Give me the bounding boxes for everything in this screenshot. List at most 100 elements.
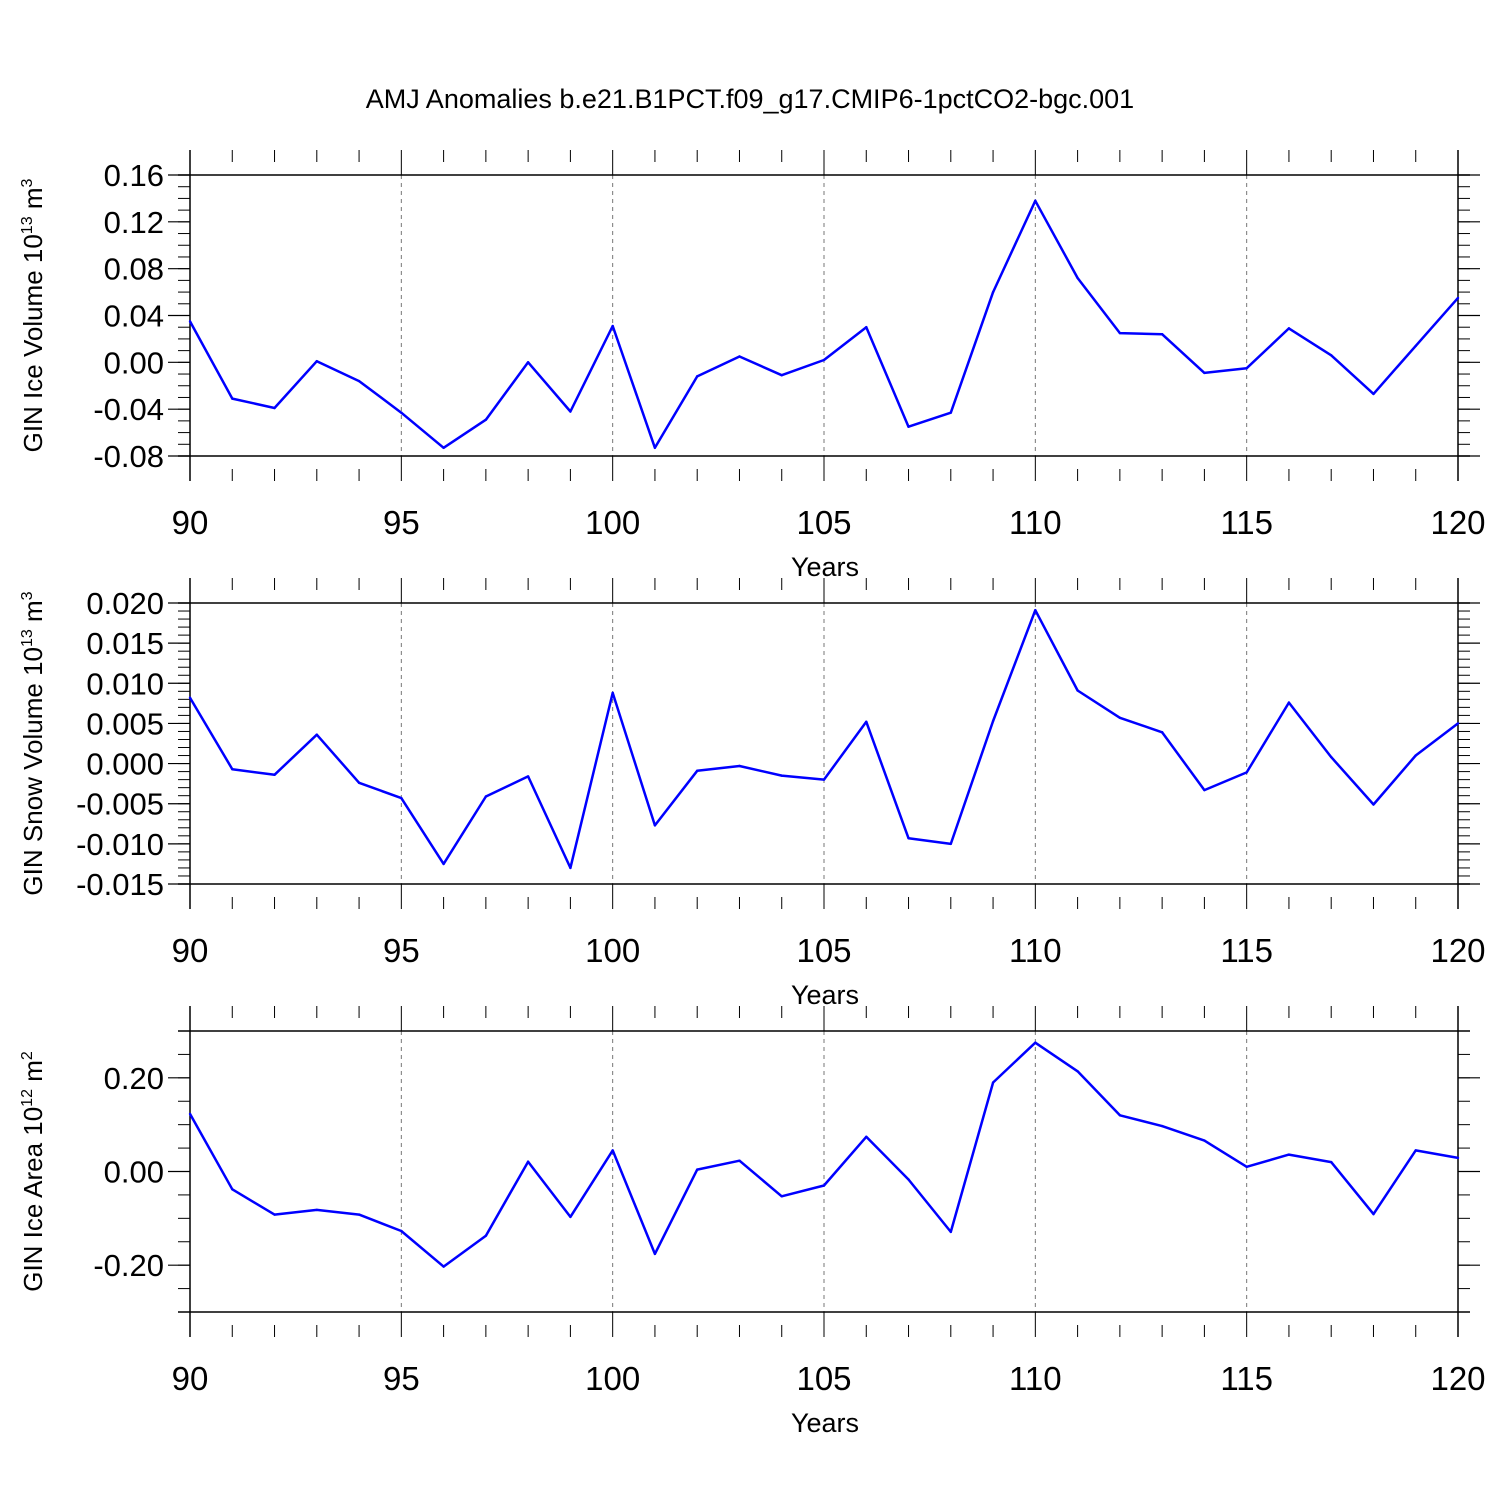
panel3-data-point xyxy=(1118,1114,1122,1117)
panel2-data-point xyxy=(442,862,445,866)
panel1-data-point xyxy=(400,411,403,414)
panel3-data-point xyxy=(569,1215,572,1219)
panel3-data-point xyxy=(907,1178,910,1181)
panel3-data-point xyxy=(738,1159,741,1162)
panel3-data-point xyxy=(865,1135,868,1139)
panel1-data-point xyxy=(949,411,952,414)
panel2-x-tick-label: 110 xyxy=(1009,932,1062,969)
panel3-data-point xyxy=(1034,1041,1037,1044)
panel2-data-point xyxy=(1287,701,1291,704)
panel2-data-point xyxy=(1118,716,1122,720)
panel1-data-point xyxy=(526,361,530,364)
panel2-data-point xyxy=(1456,722,1460,725)
panel3-data-point xyxy=(1456,1156,1460,1160)
panel1-data-point xyxy=(907,425,910,428)
panel3-x-tick-label: 95 xyxy=(383,1360,420,1397)
panel3-data-point xyxy=(315,1208,318,1212)
panel1-data-point xyxy=(188,320,192,323)
panel1-x-tick-label: 95 xyxy=(383,504,420,541)
panel3-data-point xyxy=(949,1230,952,1234)
panel2-data-point xyxy=(484,795,488,798)
panel2-y-axis-label: GIN Snow Volume 1013 m3 xyxy=(18,591,48,895)
panel3-x-tick-label: 105 xyxy=(796,1360,851,1397)
panel3-x-tick-label: 115 xyxy=(1220,1360,1273,1397)
panel3-data-point xyxy=(1330,1160,1333,1164)
panel3-data-point xyxy=(780,1195,783,1198)
panel3-data-point xyxy=(400,1229,403,1233)
panel1-data-point xyxy=(273,406,276,410)
panel1-y-tick-label: 0.04 xyxy=(104,299,164,334)
panel2-x-tick-label: 95 xyxy=(383,932,420,969)
panel1-data-point xyxy=(653,446,657,450)
panel2-data-point xyxy=(315,733,318,736)
panel2-x-tick-label: 100 xyxy=(585,932,640,969)
panel2-data-point xyxy=(1203,788,1206,792)
panel2-data-point xyxy=(949,842,952,846)
panel3-x-tick-label: 110 xyxy=(1009,1360,1062,1397)
panel2-y-tick-label: -0.015 xyxy=(76,867,164,902)
panel2-data-point xyxy=(357,781,361,785)
panel1-data-point xyxy=(1414,344,1417,348)
panel1-data-point xyxy=(611,324,614,328)
panel1-y-tick-label: 0.08 xyxy=(104,252,164,287)
panel1-data-point xyxy=(991,290,995,294)
panel1-y-tick-label: -0.04 xyxy=(93,392,164,427)
panel1-y-tick-label: 0.12 xyxy=(104,205,164,240)
panel2-data-point xyxy=(569,866,572,870)
panel1-data-point xyxy=(442,446,445,450)
panel2-data-point xyxy=(780,774,783,777)
panel3-data-point xyxy=(991,1081,995,1084)
panel3-data-point xyxy=(653,1252,657,1256)
panel2-data-point xyxy=(1372,803,1375,806)
panel2-x-tick-label: 90 xyxy=(172,932,209,969)
panel3-data-point xyxy=(231,1188,234,1191)
panel3-data-point xyxy=(1203,1139,1206,1142)
panel3-data-point xyxy=(1076,1070,1079,1073)
panel3-data-point xyxy=(357,1213,361,1216)
panel2-data-point xyxy=(1245,771,1248,774)
panel3-y-tick-label: -0.20 xyxy=(93,1248,164,1283)
panel2-data-point xyxy=(991,719,995,723)
panel2-data-point xyxy=(907,837,910,840)
panel1-y-axis-label: GIN Ice Volume 1013 m3 xyxy=(18,178,48,452)
panel1-data-point xyxy=(696,375,699,378)
panel3-data-point xyxy=(526,1160,530,1163)
panel2-data-point xyxy=(611,691,614,695)
panel1-x-tick-label: 115 xyxy=(1220,504,1273,541)
panel1-x-tick-label: 90 xyxy=(172,504,209,541)
panel1-x-tick-label: 105 xyxy=(796,504,851,541)
panel3-data-point xyxy=(1287,1153,1291,1156)
panel3-data-point xyxy=(188,1112,192,1116)
panel2-y-tick-label: 0.015 xyxy=(86,626,164,661)
panel2-data-point xyxy=(1160,731,1164,734)
panel2-y-tick-label: 0.020 xyxy=(86,586,164,621)
panel2-data-point xyxy=(696,769,699,772)
panel1-data-point xyxy=(1034,199,1037,202)
panel1-data-point xyxy=(569,410,572,413)
panel2-data-point xyxy=(188,696,192,699)
panel3-y-tick-label: 0.20 xyxy=(104,1061,164,1096)
figure-title: AMJ Anomalies b.e21.B1PCT.f09_g17.CMIP6-… xyxy=(365,84,1135,114)
panel1-x-tick-label: 120 xyxy=(1430,504,1485,541)
panel3-y-tick-label: 0.00 xyxy=(104,1155,164,1190)
panel1-data-point xyxy=(484,418,488,421)
panel3-x-tick-label: 90 xyxy=(172,1360,209,1397)
panel1-x-axis-label: Years xyxy=(791,552,859,582)
panel2-data-point xyxy=(653,824,657,827)
panel1-data-point xyxy=(1456,296,1460,300)
panel1-data-point xyxy=(315,359,318,363)
panel1-data-point xyxy=(1076,276,1079,280)
panel1-data-point xyxy=(1372,392,1375,396)
panel1-data-point xyxy=(357,379,361,383)
panel2-data-point xyxy=(1414,754,1417,757)
panel1-data-point xyxy=(1203,371,1206,375)
panel3-data-point xyxy=(273,1213,276,1216)
panel1-data-point xyxy=(1160,333,1164,336)
panel3-x-tick-label: 100 xyxy=(585,1360,640,1397)
panel2-x-tick-label: 120 xyxy=(1430,932,1485,969)
panel3-data-point xyxy=(822,1184,826,1187)
panel2-data-point xyxy=(1034,609,1037,612)
panel3-data-point xyxy=(1372,1212,1375,1216)
panel2-x-tick-label: 115 xyxy=(1220,932,1273,969)
panel1-data-point xyxy=(1330,354,1333,357)
